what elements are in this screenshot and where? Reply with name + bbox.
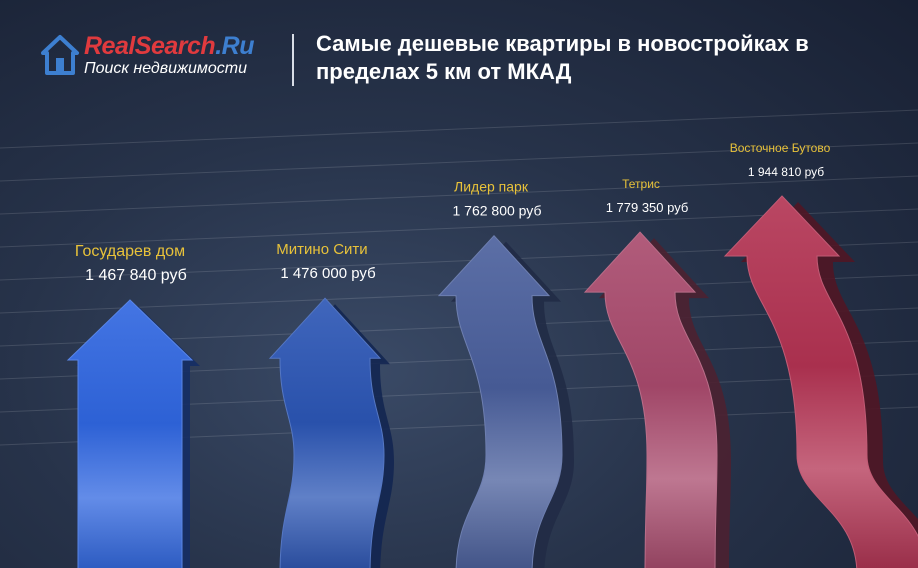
arrow-bar [268,297,385,568]
grid-line [0,175,918,215]
category-label: Лидер парк [454,179,529,195]
arrow-bar [723,195,918,568]
page-title: Самые дешевые квартиры в новостройках в … [316,31,809,84]
logo-title-part1: RealSearch [84,32,216,60]
grid-line [0,142,918,182]
logo-title: RealSearch.Ru [84,32,254,61]
grid-line [0,109,918,149]
value-label: 1 779 350 руб [606,200,689,215]
logo-subtitle: Поиск недвижимости [84,60,248,77]
value-label: 1 944 810 руб [748,165,824,179]
value-label: 1 476 000 руб [280,265,375,282]
logo[interactable]: RealSearch.Ru Поиск недвижимости [40,30,280,80]
header-divider [292,34,294,86]
logo-title-part2: .Ru [215,32,254,60]
arrow-bar [583,231,718,568]
arrow-bar [437,234,563,568]
category-label: Восточное Бутово [730,141,831,155]
category-label: Тетрис [622,177,660,191]
arrow-bar [66,299,194,568]
category-label: Государев дом [75,243,185,260]
house-icon [41,35,79,75]
category-label: Митино Сити [276,241,367,258]
header: RealSearch.Ru Поиск недвижимости Самые д… [0,0,918,100]
value-label: 1 467 840 руб [85,267,187,284]
value-label: 1 762 800 руб [453,203,542,219]
